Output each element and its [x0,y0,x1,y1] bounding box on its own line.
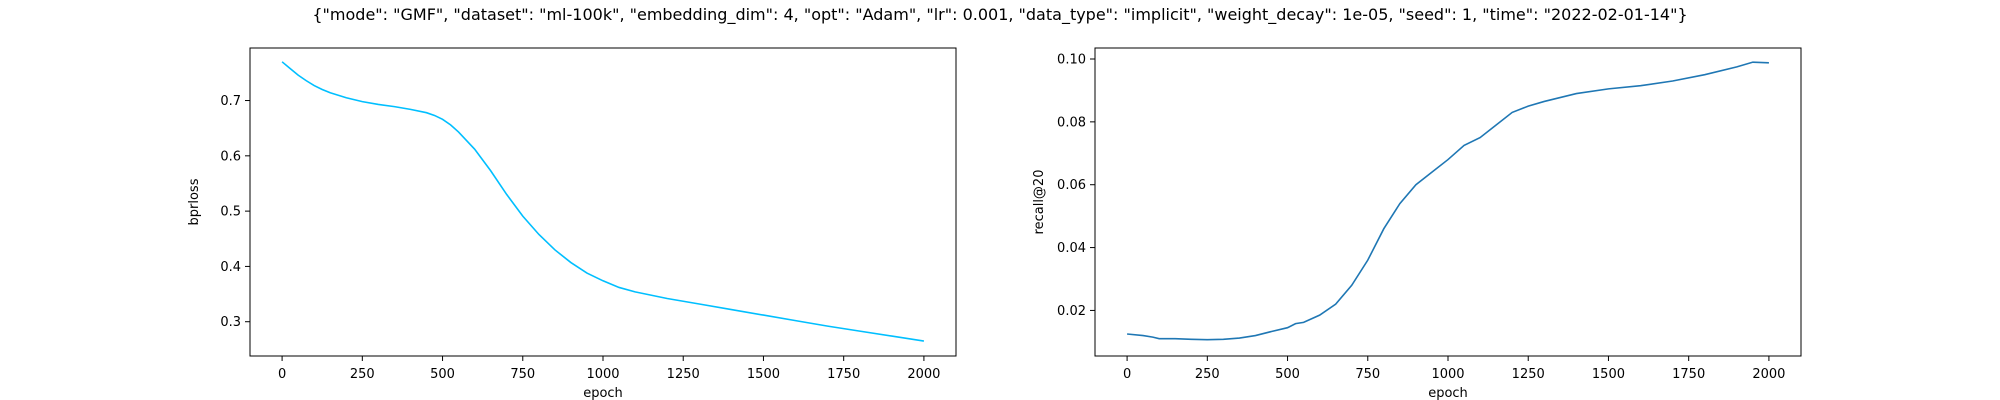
bprloss-series-line [281,61,925,342]
bprloss-axes-frame [249,47,957,357]
bprloss-x-tick-label: 1750 [827,367,860,382]
bprloss-y-tick-label: 0.5 [220,205,241,220]
recall-y-tick-label: 0.04 [1057,241,1086,256]
bprloss-x-tick-label: 1500 [747,367,780,382]
recall-x-tick-label: 2000 [1752,367,1785,382]
recall-x-tick-label: 1500 [1592,367,1625,382]
bprloss-x-tick-label: 0 [278,367,286,382]
recall-x-tick-label: 250 [1195,367,1220,382]
recall-series-line [1127,61,1769,341]
bprloss-y-tick-label: 0.3 [220,315,241,330]
recall-x-tick-label: 750 [1355,367,1380,382]
recall-y-tick-label: 0.06 [1057,178,1086,193]
bprloss-x-tick-label: 500 [430,367,455,382]
recall-x-tick-label: 1000 [1431,367,1464,382]
recall-x-tick-label: 1250 [1512,367,1545,382]
recall-plot: 0 250 500 750 1000 1250 1500 1750 2000 0.02 0.04 0.… [1032,47,1802,400]
bprloss-y-tick-label: 0.6 [220,149,241,164]
bprloss-x-tick-label: 2000 [907,367,940,382]
bprloss-x-tick-label: 250 [350,367,375,382]
bprloss-x-tick-label: 750 [510,367,535,382]
recall-x-tick-label: 0 [1123,367,1131,382]
bprloss-y-axis-label: bprloss [187,178,202,225]
recall-y-axis-label: recall@20 [1032,170,1047,235]
recall-y-tick-label: 0.02 [1057,304,1086,319]
bprloss-plot: 0 250 500 750 1000 1250 1500 1750 2000 0.3 0.4 0.5 0… [187,47,957,400]
recall-axes-frame [1094,47,1802,357]
bprloss-x-axis-label: epoch [583,386,623,400]
bprloss-y-tick-label: 0.4 [220,260,241,275]
bprloss-y-tick-label: 0.7 [220,94,241,109]
bprloss-x-tick-label: 1250 [667,367,700,382]
bprloss-x-tick-label: 1000 [586,367,619,382]
recall-x-tick-label: 500 [1275,367,1300,382]
recall-y-tick-label: 0.10 [1057,53,1086,68]
figure-title: {"mode": "GMF", "dataset": "ml-100k", "e… [312,5,1687,25]
recall-x-axis-label: epoch [1428,386,1468,400]
recall-x-tick-label: 1750 [1672,367,1705,382]
recall-y-tick-label: 0.08 [1057,115,1086,130]
